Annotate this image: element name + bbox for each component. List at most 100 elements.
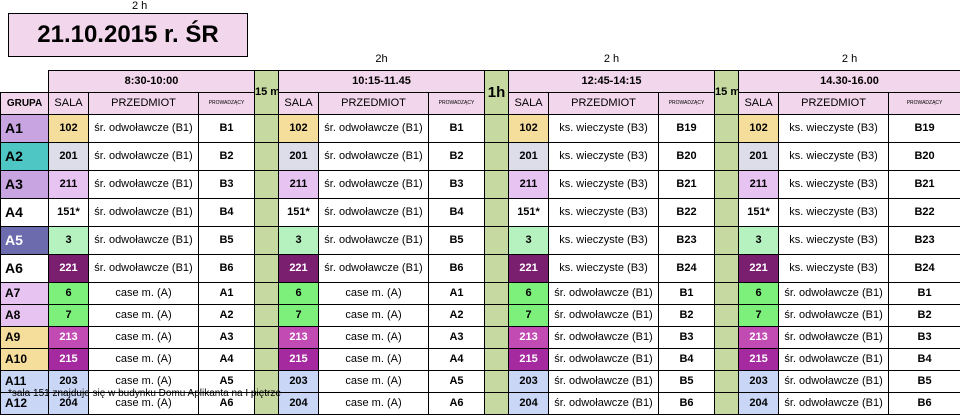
room-number: 151* bbox=[739, 198, 779, 226]
subject: ks. wieczyste (B3) bbox=[779, 114, 889, 142]
lecturer-code: B21 bbox=[889, 170, 960, 198]
sala-header: SALA bbox=[509, 92, 549, 114]
room-number: 221 bbox=[49, 254, 89, 282]
room-number: 151* bbox=[49, 198, 89, 226]
subject: case m. (A) bbox=[89, 348, 199, 370]
lecturer-code: A5 bbox=[429, 370, 485, 392]
subject: ks. wieczyste (B3) bbox=[779, 142, 889, 170]
group-label: A10 bbox=[1, 348, 49, 370]
break-cell bbox=[485, 142, 509, 170]
break-cell bbox=[255, 254, 279, 282]
room-number: 203 bbox=[279, 370, 319, 392]
group-label: A1 bbox=[1, 114, 49, 142]
lecturer-code: B2 bbox=[429, 142, 485, 170]
lecturer-code: B23 bbox=[659, 226, 715, 254]
subject: śr. odwoławcze (B1) bbox=[779, 370, 889, 392]
lecturer-code: B6 bbox=[199, 254, 255, 282]
lecturer-code: A3 bbox=[199, 326, 255, 348]
subject: śr. odwoławcze (B1) bbox=[779, 326, 889, 348]
sala-header: SALA bbox=[739, 92, 779, 114]
room-number: 3 bbox=[509, 226, 549, 254]
prowadzacy-header: PROWADZĄCY bbox=[429, 92, 485, 114]
group-label: A6 bbox=[1, 254, 49, 282]
room-number: 6 bbox=[739, 282, 779, 304]
room-number: 6 bbox=[49, 282, 89, 304]
subject: case m. (A) bbox=[89, 304, 199, 326]
schedule-table: 2h 2 h 2 h 8:30-10:00 15 min. 10:15-11.4… bbox=[0, 48, 960, 415]
date-title: 21.10.2015 r. ŚR bbox=[8, 13, 248, 57]
subject: ks. wieczyste (B3) bbox=[549, 198, 659, 226]
subject: śr. odwoławcze (B1) bbox=[779, 348, 889, 370]
lecturer-code: B19 bbox=[889, 114, 960, 142]
lecturer-code: B2 bbox=[199, 142, 255, 170]
break-cell bbox=[485, 114, 509, 142]
subject: case m. (A) bbox=[319, 326, 429, 348]
break-cell bbox=[485, 170, 509, 198]
subject: śr. odwoławcze (B1) bbox=[319, 226, 429, 254]
prowadzacy-header: PROWADZĄCY bbox=[889, 92, 960, 114]
lecturer-code: A4 bbox=[429, 348, 485, 370]
schedule-page: 2 h 2h 2 h 2 h 8:30-10:00 15 min. 10:15-… bbox=[0, 0, 960, 403]
subject: śr. odwoławcze (B1) bbox=[319, 114, 429, 142]
lecturer-code: B23 bbox=[889, 226, 960, 254]
room-number: 211 bbox=[509, 170, 549, 198]
room-number: 151* bbox=[509, 198, 549, 226]
room-number: 151* bbox=[279, 198, 319, 226]
room-number: 201 bbox=[279, 142, 319, 170]
room-number: 213 bbox=[49, 326, 89, 348]
block3-duration: 2 h bbox=[509, 48, 715, 70]
lecturer-code: A6 bbox=[429, 392, 485, 414]
prowadzacy-header: PROWADZĄCY bbox=[659, 92, 715, 114]
subject: śr. odwoławcze (B1) bbox=[319, 142, 429, 170]
subject: case m. (A) bbox=[89, 282, 199, 304]
break-cell bbox=[255, 198, 279, 226]
lecturer-code: B22 bbox=[659, 198, 715, 226]
room-number: 6 bbox=[509, 282, 549, 304]
group-label: A8 bbox=[1, 304, 49, 326]
room-number: 7 bbox=[739, 304, 779, 326]
sala-header: SALA bbox=[49, 92, 89, 114]
subject: śr. odwoławcze (B1) bbox=[319, 198, 429, 226]
break-cell bbox=[255, 226, 279, 254]
lecturer-code: B3 bbox=[199, 170, 255, 198]
break-cell bbox=[255, 282, 279, 304]
grupa-header: GRUPA bbox=[1, 92, 49, 114]
subject: ks. wieczyste (B3) bbox=[779, 198, 889, 226]
prowadzacy-header: PROWADZĄCY bbox=[199, 92, 255, 114]
subject: śr. odwoławcze (B1) bbox=[89, 198, 199, 226]
break-cell bbox=[485, 226, 509, 254]
block4-duration: 2 h bbox=[739, 48, 960, 70]
lecturer-code: B5 bbox=[659, 370, 715, 392]
lecturer-code: B1 bbox=[659, 282, 715, 304]
lecturer-code: B19 bbox=[659, 114, 715, 142]
room-number: 221 bbox=[279, 254, 319, 282]
przedmiot-header: PRZEDMIOT bbox=[549, 92, 659, 114]
break-cell bbox=[715, 326, 739, 348]
group-label: A3 bbox=[1, 170, 49, 198]
break-cell bbox=[715, 348, 739, 370]
break-cell bbox=[715, 304, 739, 326]
room-number: 7 bbox=[509, 304, 549, 326]
break-cell bbox=[485, 326, 509, 348]
break-cell bbox=[255, 114, 279, 142]
top-duration-label: 2 h bbox=[132, 0, 147, 12]
lecturer-code: A1 bbox=[429, 282, 485, 304]
room-number: 204 bbox=[739, 392, 779, 414]
room-number: 3 bbox=[739, 226, 779, 254]
lecturer-code: B20 bbox=[659, 142, 715, 170]
block3-time: 12:45-14:15 bbox=[509, 70, 715, 92]
room-number: 211 bbox=[739, 170, 779, 198]
subject: śr. odwoławcze (B1) bbox=[549, 304, 659, 326]
lecturer-code: A2 bbox=[199, 304, 255, 326]
lecturer-code: B21 bbox=[659, 170, 715, 198]
lecturer-code: B4 bbox=[889, 348, 960, 370]
room-number: 211 bbox=[49, 170, 89, 198]
break-cell bbox=[715, 142, 739, 170]
room-number: 211 bbox=[279, 170, 319, 198]
room-number: 102 bbox=[739, 114, 779, 142]
lecturer-code: B24 bbox=[889, 254, 960, 282]
break-cell bbox=[485, 282, 509, 304]
break-cell bbox=[485, 392, 509, 414]
